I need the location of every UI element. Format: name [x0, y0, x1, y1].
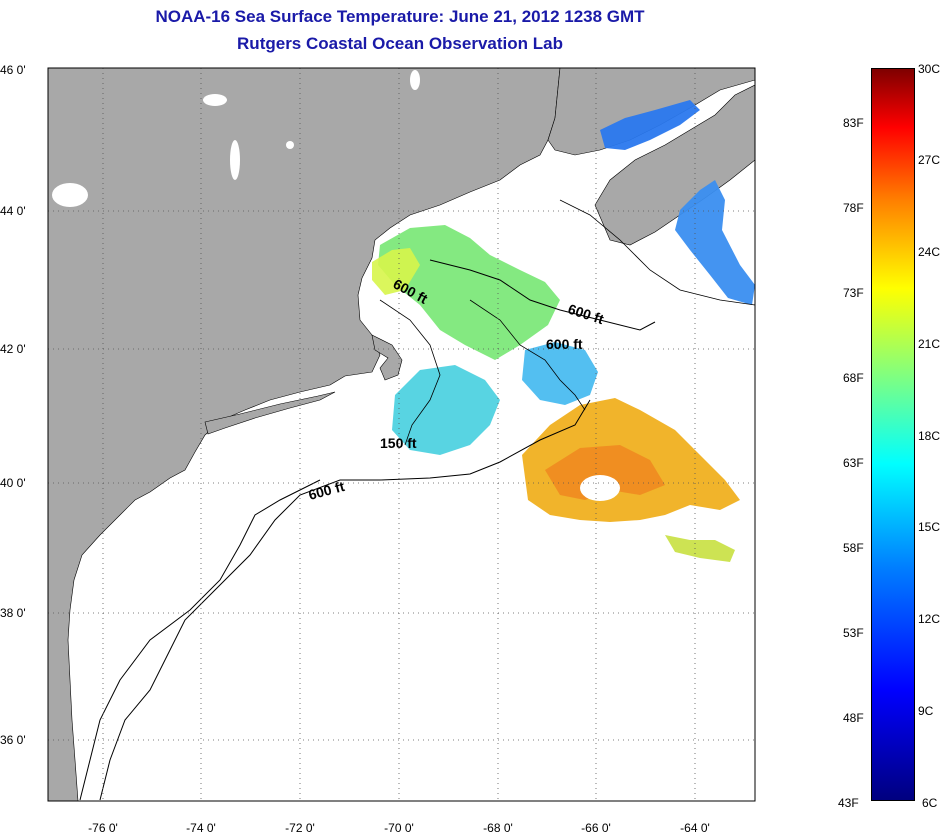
colorbar-f-label: 58F	[843, 541, 864, 555]
colorbar-f-label: 43F	[838, 796, 859, 810]
sst-patch-gulf-of-maine	[378, 225, 560, 360]
sst-patch-georges-bank	[392, 365, 500, 455]
land-long-island	[204, 391, 336, 435]
lon-label: -76 0'	[88, 821, 118, 835]
lon-label: -72 0'	[285, 821, 315, 835]
land-cape-cod	[371, 334, 403, 381]
lon-label: -74 0'	[186, 821, 216, 835]
lat-label: 44 0'	[0, 204, 26, 218]
lat-label: 38 0'	[0, 606, 26, 620]
graticule	[48, 68, 755, 801]
lat-label: 36 0'	[0, 733, 26, 747]
map-subtitle: Rutgers Coastal Ocean Observation Lab	[237, 34, 563, 53]
lat-label: 40 0'	[0, 476, 26, 490]
contour-gulf-east	[469, 299, 586, 411]
lake	[286, 141, 294, 149]
lake	[203, 94, 227, 106]
lon-label: -66 0'	[581, 821, 611, 835]
contour-600ft-shelf	[99, 399, 591, 801]
lon-label: -64 0'	[680, 821, 710, 835]
sst-gap	[580, 475, 620, 501]
land-mainland	[48, 68, 561, 801]
map-frame	[47, 67, 756, 802]
colorbar-f-label: 53F	[843, 626, 864, 640]
colorbar-f-label: 78F	[843, 201, 864, 215]
lake	[52, 183, 88, 207]
colorbar-c-label: 15C	[918, 520, 941, 534]
lat-label: 46 0'	[0, 63, 26, 77]
colorbar-c-label: 18C	[918, 429, 941, 443]
color-scale-bar	[871, 68, 915, 801]
map-title: NOAA-16 Sea Surface Temperature: June 21…	[155, 7, 645, 26]
lake	[410, 70, 420, 90]
lon-label: -70 0'	[384, 821, 414, 835]
colorbar-c-label: 21C	[918, 337, 941, 351]
contour-label: 600 ft	[546, 336, 583, 352]
sst-patch-south	[665, 535, 735, 562]
contour-nova-scotia-shelf	[559, 199, 755, 306]
colorbar-c-label: 27C	[918, 153, 941, 167]
colorbar-f-label: 68F	[843, 371, 864, 385]
contour-gulf-basin	[379, 299, 441, 446]
sst-patch-maine-coast	[372, 248, 420, 295]
colorbar-c-label: 12C	[918, 612, 941, 626]
colorbar-c-label: 6C	[922, 796, 938, 810]
colorbar-f-label: 73F	[843, 286, 864, 300]
lake	[230, 140, 240, 180]
land-nova-scotia	[594, 84, 755, 246]
sst-patch-nova-scotia-shelf	[675, 180, 755, 305]
sst-patch-warm-core	[545, 445, 665, 500]
colorbar-c-label: 30C	[918, 62, 941, 76]
colorbar-c-label: 9C	[918, 704, 934, 718]
contour-600ft-gulf	[429, 259, 656, 331]
colorbar-c-label: 24C	[918, 245, 941, 259]
contour-label: 150 ft	[380, 435, 417, 451]
colorbar-f-label: 63F	[843, 456, 864, 470]
colorbar-f-label: 83F	[843, 116, 864, 130]
lat-label: 42 0'	[0, 342, 26, 356]
contour-150ft	[79, 479, 321, 801]
lon-label: -68 0'	[483, 821, 513, 835]
sst-patch-fundy	[600, 100, 700, 150]
colorbar-f-label: 48F	[843, 711, 864, 725]
